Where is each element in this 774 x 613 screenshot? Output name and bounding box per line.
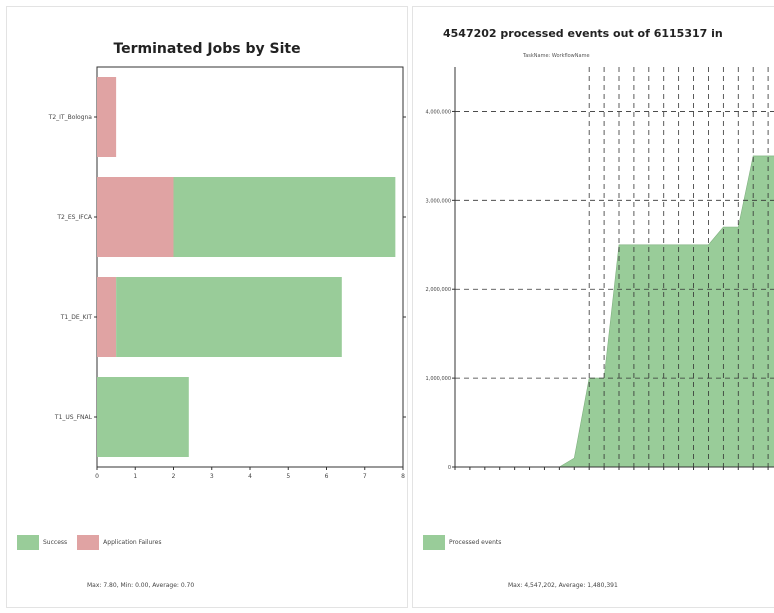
y-tick-label: T1_US_FNAL	[54, 414, 93, 421]
area-processed-events	[455, 155, 774, 468]
left-legend: Success Application Failures	[17, 535, 161, 550]
x-tick-label: 4	[248, 473, 252, 480]
right-chart-title: 4547202 processed events out of 6115317 …	[443, 27, 723, 40]
processed-events-panel: 4547202 processed events out of 6115317 …	[412, 6, 774, 608]
x-tick-label: 5	[286, 473, 290, 480]
left-chart-title: Terminated Jobs by Site	[113, 41, 301, 57]
bar-application-failures	[97, 177, 174, 257]
legend-swatch-events	[423, 535, 445, 550]
right-chart-subtitle: TaskName: WorkflowName	[523, 53, 590, 59]
y-tick-label: 1,000,000	[426, 376, 451, 382]
y-tick-label: T1_DE_KIT	[60, 314, 93, 321]
legend-label-events: Processed events	[449, 539, 502, 546]
left-stats: Max: 7.80, Min: 0.00, Average: 0.70	[87, 582, 195, 589]
terminated-jobs-chart: T2_IT_Bologna T2_ES_IFCA T1_DE_KIT T1_US_FN…	[48, 66, 406, 480]
x-tick-label: 7	[363, 473, 367, 480]
bar-success	[97, 377, 189, 457]
bar-success	[173, 177, 396, 257]
right-stats: Max: 4,547,202, Average: 1,480,391	[508, 582, 618, 589]
y-tick-label: T2_ES_IFCA	[56, 214, 92, 221]
legend-label-success: Success	[43, 539, 68, 546]
y-tick-label: 0	[448, 465, 451, 471]
bar-application-failures	[97, 77, 117, 157]
bar-application-failures	[97, 277, 117, 357]
processed-events-chart: 0 1,000,000 2,000,000 3,000,000 4,000,000	[426, 67, 774, 471]
terminated-jobs-panel: Terminated Jobs by Site T2_IT_Bologna T2_…	[6, 6, 408, 608]
x-tick-label: 6	[325, 473, 329, 480]
x-tick-label: 3	[210, 473, 214, 480]
y-tick-label: 4,000,000	[426, 109, 451, 115]
x-tick-label: 1	[133, 473, 137, 480]
y-tick-label: 2,000,000	[426, 287, 451, 293]
legend-label-failures: Application Failures	[103, 539, 162, 546]
y-tick-label: T2_IT_Bologna	[48, 114, 93, 121]
x-tick-label: 0	[95, 473, 99, 480]
y-tick-label: 3,000,000	[426, 198, 451, 204]
legend-swatch-failures	[77, 535, 100, 550]
bar-success	[116, 277, 342, 357]
x-tick-label: 2	[172, 473, 176, 480]
right-legend: Processed events	[423, 535, 501, 550]
x-tick-label: 8	[401, 473, 405, 480]
legend-swatch-success	[17, 535, 39, 550]
